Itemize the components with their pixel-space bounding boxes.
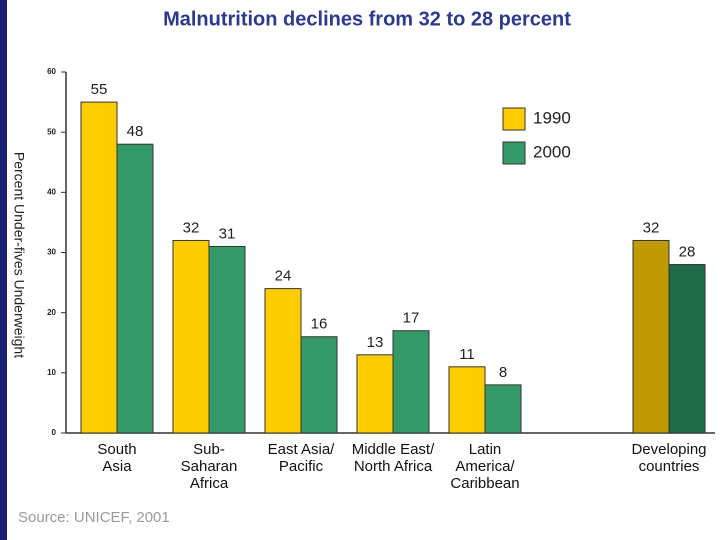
bar bbox=[392, 330, 430, 434]
legend-swatch bbox=[502, 107, 526, 131]
bar bbox=[356, 354, 394, 434]
data-label: 31 bbox=[219, 225, 236, 242]
data-label: 48 bbox=[127, 123, 144, 140]
data-label: 8 bbox=[499, 364, 507, 381]
data-label: 11 bbox=[459, 346, 475, 363]
bar bbox=[264, 288, 302, 434]
data-label: 24 bbox=[275, 268, 292, 285]
data-label: 55 bbox=[91, 81, 108, 98]
y-tick-label: 10 bbox=[47, 368, 56, 377]
x-tick-label: South Asia bbox=[97, 441, 137, 475]
y-axis-label: Percent Under-fives Underweight bbox=[11, 152, 27, 358]
bar bbox=[172, 239, 210, 434]
x-tick-label: Middle East/ North Africa bbox=[351, 441, 435, 475]
data-label: 13 bbox=[367, 334, 384, 351]
y-tick-label: 40 bbox=[47, 187, 56, 196]
y-tick-label: 30 bbox=[47, 248, 56, 257]
source: Source: UNICEF, 2001 bbox=[18, 509, 170, 526]
bar bbox=[116, 143, 154, 434]
bar bbox=[80, 101, 118, 434]
x-tick-label: Latin America/ Caribbean bbox=[450, 441, 520, 492]
chart-title: Malnutrition declines from 32 to 28 perc… bbox=[163, 8, 571, 30]
bar bbox=[668, 264, 706, 434]
bar bbox=[484, 384, 522, 434]
data-label: 32 bbox=[643, 219, 660, 236]
data-label: 28 bbox=[679, 244, 696, 261]
x-tick-label: East Asia/ Pacific bbox=[267, 441, 335, 475]
bar bbox=[300, 336, 338, 434]
data-label: 32 bbox=[183, 219, 200, 236]
bar bbox=[448, 366, 486, 434]
legend-swatch bbox=[502, 141, 526, 165]
bar bbox=[632, 239, 670, 434]
data-label: 16 bbox=[311, 316, 328, 333]
y-tick-label: 60 bbox=[47, 67, 56, 76]
bar bbox=[208, 245, 246, 434]
data-label: 17 bbox=[403, 310, 420, 327]
y-tick-label: 50 bbox=[47, 127, 56, 136]
legend-label: 1990 bbox=[533, 108, 571, 127]
x-tick-label: Sub- Saharan Africa bbox=[180, 441, 238, 492]
x-tick-label: Developing countries bbox=[631, 441, 707, 475]
y-tick-label: 20 bbox=[47, 308, 56, 317]
y-tick-label: 0 bbox=[52, 428, 57, 437]
legend-label: 2000 bbox=[533, 142, 571, 161]
side-border bbox=[0, 0, 7, 540]
